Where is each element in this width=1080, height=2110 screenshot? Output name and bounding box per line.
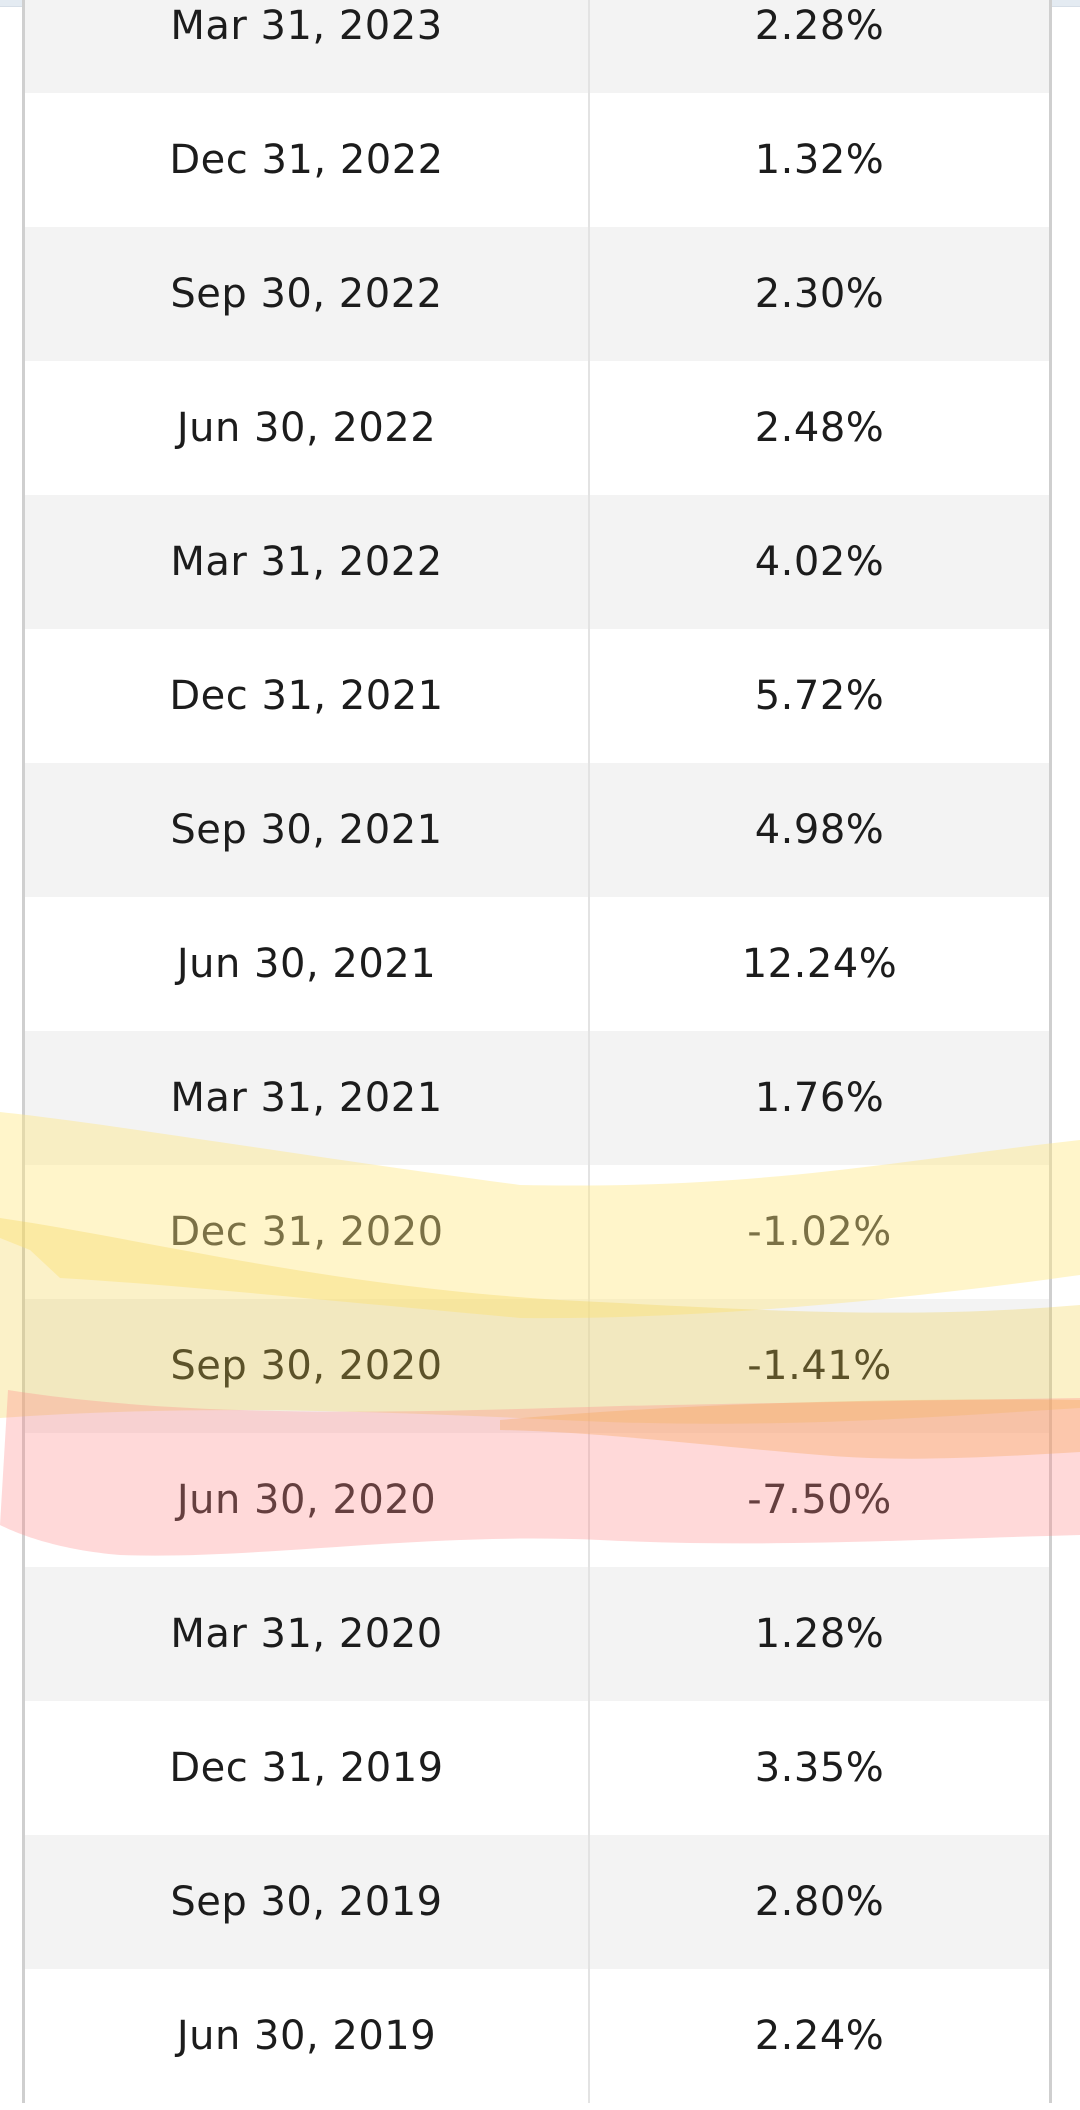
table-row: Mar 31, 2022 4.02% [25, 495, 1049, 629]
date-cell: Jun 30, 2020 [25, 1433, 590, 1567]
date-cell: Mar 31, 2022 [25, 495, 590, 629]
value-cell: 1.76% [754, 1075, 885, 1121]
value-cell: 5.72% [754, 673, 885, 719]
value-cell: 4.98% [754, 807, 885, 853]
table-row: Dec 31, 2020 -1.02% [25, 1165, 1049, 1299]
date-cell: Dec 31, 2019 [25, 1701, 590, 1835]
table-row: Dec 31, 2022 1.32% [25, 93, 1049, 227]
table-row: Jun 30, 2019 2.24% [25, 1969, 1049, 2103]
table-row: Mar 31, 2020 1.28% [25, 1567, 1049, 1701]
date-cell: Mar 31, 2020 [25, 1567, 590, 1701]
table-row: Dec 31, 2019 3.35% [25, 1701, 1049, 1835]
table-row: Jun 30, 2020 -7.50% [25, 1433, 1049, 1567]
value-cell: 2.80% [754, 1879, 885, 1925]
table-row: Sep 30, 2020 -1.41% [25, 1299, 1049, 1433]
date-cell: Jun 30, 2022 [25, 361, 590, 495]
data-table: Mar 31, 2023 2.28% Dec 31, 2022 1.32% Se… [22, 0, 1052, 2103]
value-cell: 3.35% [754, 1745, 885, 1791]
date-cell: Jun 30, 2019 [25, 1969, 590, 2103]
value-cell: 2.30% [754, 271, 885, 317]
table-row: Jun 30, 2021 12.24% [25, 897, 1049, 1031]
value-cell: 1.28% [754, 1611, 885, 1657]
date-cell: Dec 31, 2022 [25, 93, 590, 227]
table-row: Sep 30, 2022 2.30% [25, 227, 1049, 361]
table-row: Dec 31, 2021 5.72% [25, 629, 1049, 763]
value-cell: -7.50% [747, 1477, 892, 1523]
table-row: Sep 30, 2019 2.80% [25, 1835, 1049, 1969]
value-cell: -1.41% [747, 1343, 892, 1389]
table-row: Jun 30, 2022 2.48% [25, 361, 1049, 495]
table-row: Sep 30, 2021 4.98% [25, 763, 1049, 897]
date-cell: Sep 30, 2019 [25, 1835, 590, 1969]
value-cell: 1.32% [754, 137, 885, 183]
value-cell: 2.28% [754, 3, 885, 49]
value-cell: 2.48% [754, 405, 885, 451]
date-cell: Dec 31, 2020 [25, 1165, 590, 1299]
date-cell: Jun 30, 2021 [25, 897, 590, 1031]
date-cell: Dec 31, 2021 [25, 629, 590, 763]
table-row: Mar 31, 2021 1.76% [25, 1031, 1049, 1165]
date-cell: Sep 30, 2020 [25, 1299, 590, 1433]
value-cell: 4.02% [754, 539, 885, 585]
value-cell: 2.24% [754, 2013, 885, 2059]
value-cell: 12.24% [741, 941, 898, 987]
date-cell: Sep 30, 2022 [25, 227, 590, 361]
date-cell: Mar 31, 2021 [25, 1031, 590, 1165]
value-cell: -1.02% [747, 1209, 892, 1255]
date-cell: Sep 30, 2021 [25, 763, 590, 897]
date-cell: Mar 31, 2023 [25, 0, 590, 93]
table-row: Mar 31, 2023 2.28% [25, 0, 1049, 93]
